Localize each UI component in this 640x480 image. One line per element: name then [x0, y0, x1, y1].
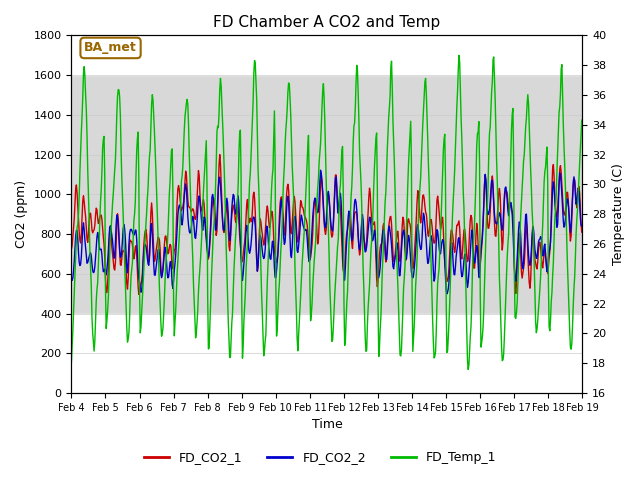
- X-axis label: Time: Time: [312, 419, 342, 432]
- Bar: [72, 36, 582, 75]
- Bar: [72, 313, 582, 393]
- Y-axis label: CO2 (ppm): CO2 (ppm): [15, 180, 28, 248]
- Title: FD Chamber A CO2 and Temp: FD Chamber A CO2 and Temp: [213, 15, 440, 30]
- Bar: [72, 75, 582, 313]
- Legend: FD_CO2_1, FD_CO2_2, FD_Temp_1: FD_CO2_1, FD_CO2_2, FD_Temp_1: [139, 446, 501, 469]
- Text: BA_met: BA_met: [84, 41, 137, 54]
- Y-axis label: Temperature (C): Temperature (C): [612, 163, 625, 265]
